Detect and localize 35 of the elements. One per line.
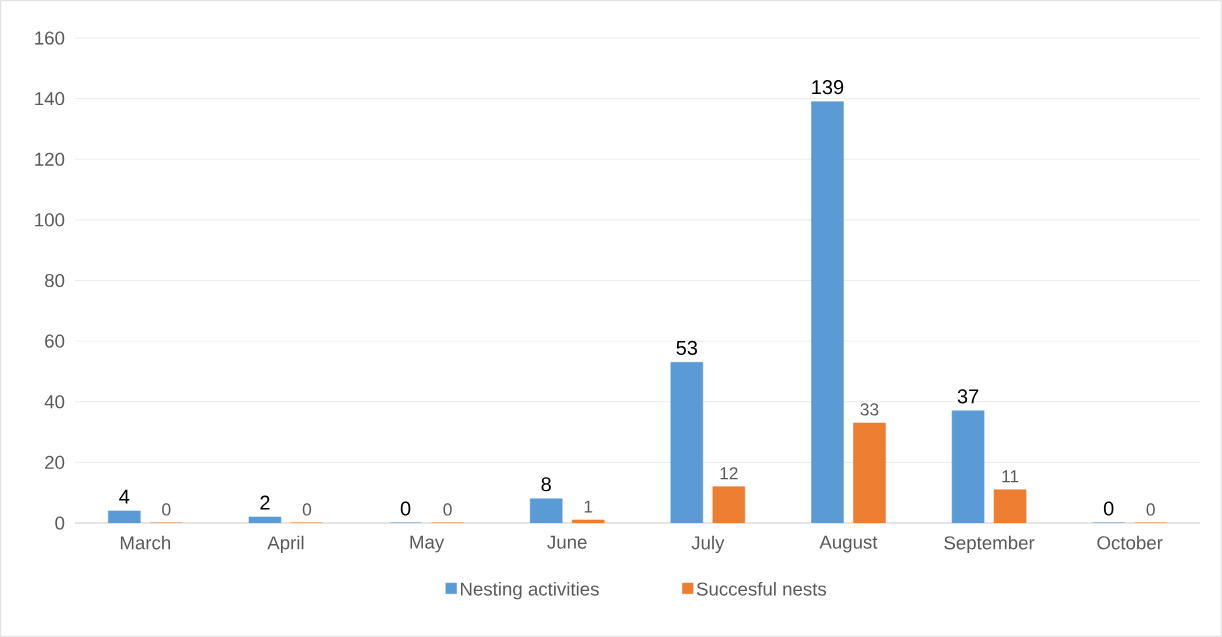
data-label: 139 [812,80,844,95]
data-label: 2 [260,495,270,510]
data-label: 0 [1146,503,1155,516]
x-tick-label: October [1097,535,1163,550]
legend-label: Succesful nests [696,581,827,596]
y-tick-label: 20 [45,455,65,469]
y-tick-label: 40 [44,395,65,409]
data-label: 0 [443,503,452,516]
legend-label: Nesting activities [460,581,599,600]
y-tick-label: 0 [55,516,65,530]
y-tick-label: 80 [45,273,65,288]
data-label: 11 [1002,470,1019,483]
y-tick-label: 100 [35,213,65,227]
data-label: 0 [1103,501,1114,516]
x-tick-label: April [267,535,304,554]
x-tick-label: March [120,535,171,550]
data-label: 33 [860,403,879,416]
y-tick-label: 160 [35,31,65,45]
y-tick-label: 140 [35,92,65,106]
data-label: 37 [957,389,979,404]
data-label: 0 [302,503,312,516]
x-tick-label: May [410,535,445,553]
x-tick-label: July [691,535,725,554]
data-label: 12 [720,467,738,480]
data-label: 1 [584,500,593,513]
data-label: 53 [676,340,698,355]
data-label: 0 [162,503,171,516]
x-tick-label: August [819,535,878,553]
data-label: 8 [541,477,551,492]
x-tick-label: June [547,535,587,549]
x-tick-label: September [944,535,1035,554]
data-label: 4 [119,489,130,504]
y-tick-label: 60 [45,334,65,348]
data-label: 0 [400,501,411,516]
y-tick-label: 120 [35,152,65,166]
